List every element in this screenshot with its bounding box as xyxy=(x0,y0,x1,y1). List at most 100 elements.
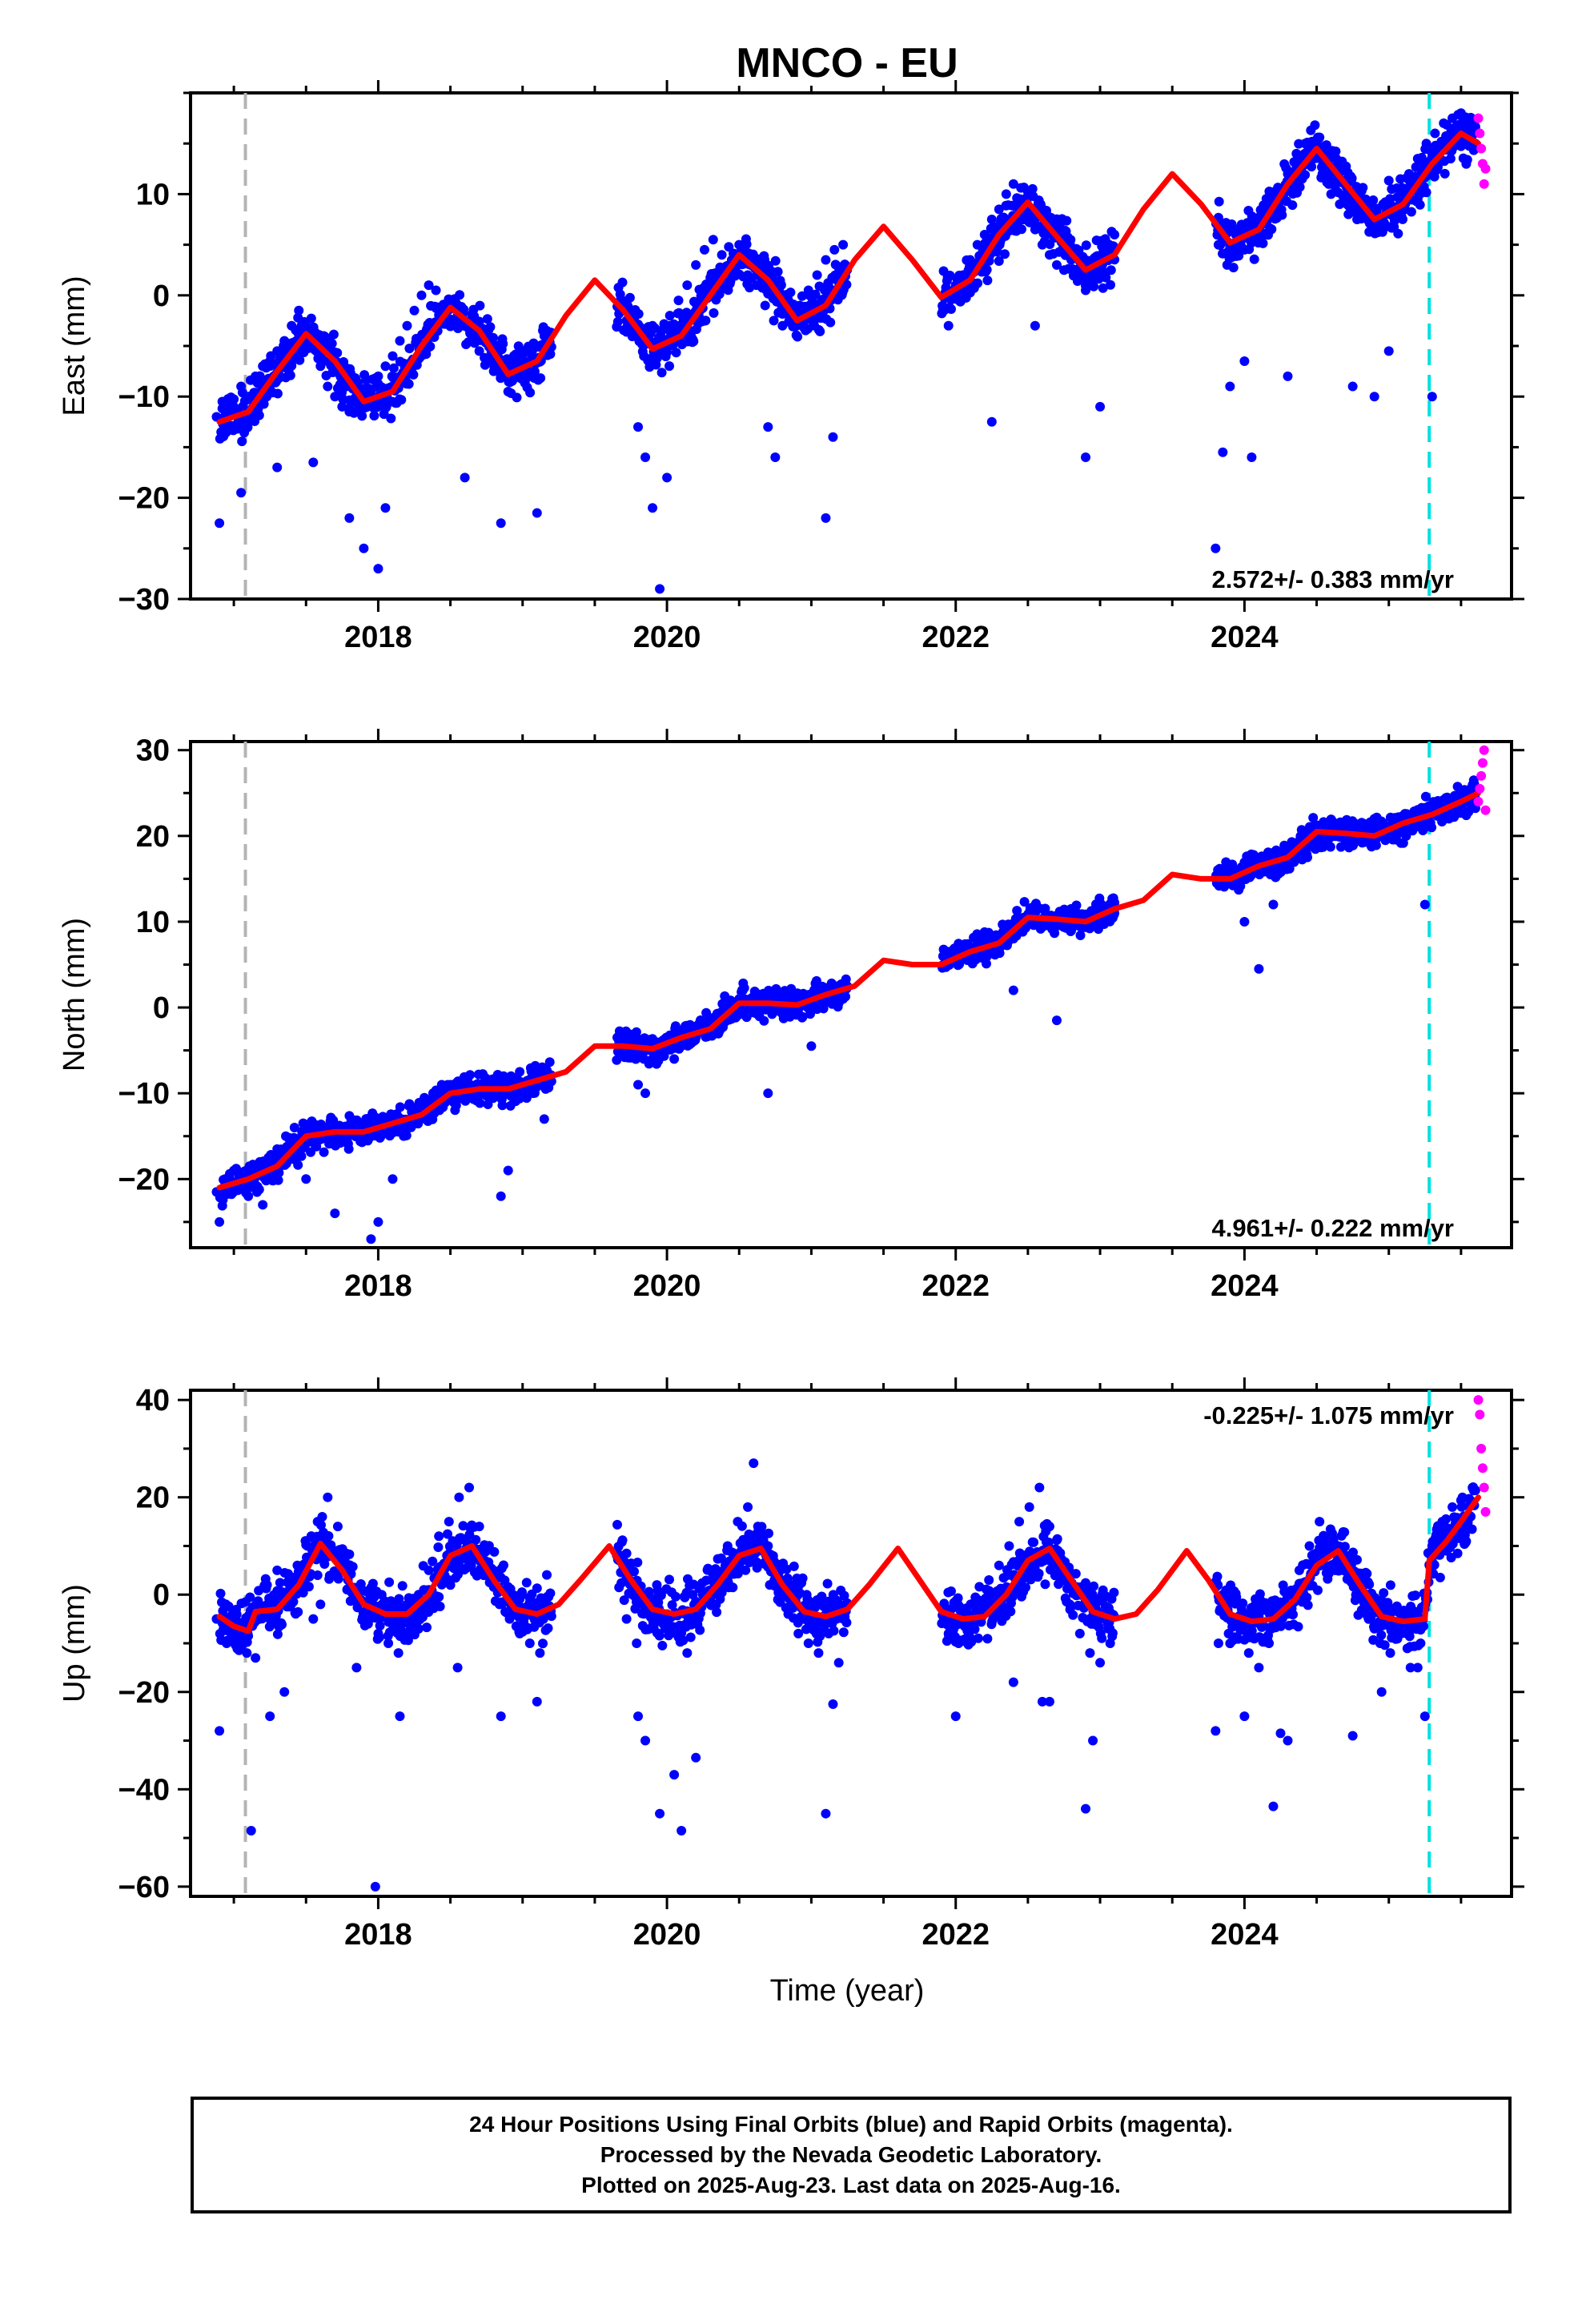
east-final-orbit-point xyxy=(1045,239,1055,249)
up-final-orbit-point xyxy=(272,1629,283,1639)
east-final-orbit-point xyxy=(1074,270,1084,280)
east-final-orbit-point xyxy=(1213,239,1223,250)
east-final-orbit-point xyxy=(332,348,343,358)
east-final-orbit-point xyxy=(986,416,997,427)
east-final-orbit-point xyxy=(1277,210,1287,220)
north-final-orbit-point xyxy=(289,1123,299,1133)
north-final-orbit-point xyxy=(263,1152,274,1163)
east-final-orbit-point xyxy=(1352,215,1363,224)
up-final-orbit-point xyxy=(517,1587,527,1598)
east-final-orbit-point xyxy=(1283,169,1293,179)
up-x-tick-label: 2024 xyxy=(1211,1918,1279,1952)
east-final-orbit-point xyxy=(482,314,492,324)
east-final-orbit-point xyxy=(416,290,427,300)
east-final-orbit-point xyxy=(287,360,297,371)
up-final-orbit-point xyxy=(435,1602,445,1611)
north-final-orbit-point xyxy=(273,1175,283,1185)
east-final-orbit-point xyxy=(308,457,319,468)
east-final-orbit-point xyxy=(776,280,786,290)
north-x-tick-label: 2020 xyxy=(633,1269,701,1303)
east-final-orbit-point xyxy=(1234,251,1244,261)
north-final-orbit-point xyxy=(786,990,797,999)
north-final-orbit-point xyxy=(506,1071,516,1081)
east-final-orbit-point xyxy=(1368,195,1379,205)
north-final-orbit-point xyxy=(229,1165,239,1176)
east-final-orbit-point xyxy=(254,410,264,420)
north-plot-frame xyxy=(189,740,1513,1249)
east-final-orbit-point xyxy=(665,361,674,372)
east-final-orbit-point xyxy=(994,256,1004,266)
up-final-orbit-point xyxy=(243,1630,254,1641)
north-final-orbit-point xyxy=(243,1191,254,1201)
east-final-orbit-point xyxy=(673,296,684,306)
north-final-orbit-point xyxy=(633,1080,644,1090)
north-final-orbit-point xyxy=(1044,921,1054,931)
east-final-orbit-point xyxy=(1387,184,1397,195)
up-final-orbit-point xyxy=(303,1582,314,1592)
east-final-orbit-point xyxy=(1058,265,1069,275)
east-final-orbit-point xyxy=(1044,250,1054,260)
east-final-orbit-point xyxy=(1295,182,1305,192)
east-final-orbit-point xyxy=(841,279,852,290)
east-final-orbit-point xyxy=(294,305,304,316)
up-final-orbit-point xyxy=(245,1592,255,1602)
east-final-orbit-point xyxy=(965,255,975,265)
up-x-tick-label: 2022 xyxy=(921,1918,990,1952)
east-final-orbit-point xyxy=(1462,155,1472,165)
up-final-orbit-point xyxy=(619,1595,629,1606)
east-final-orbit-point xyxy=(258,361,268,372)
north-final-orbit-point xyxy=(343,1144,354,1154)
north-rapid-orbit-point xyxy=(1477,758,1488,768)
north-x-tick-label: 2022 xyxy=(921,1269,990,1303)
east-final-orbit-point xyxy=(624,292,635,303)
east-final-orbit-point xyxy=(445,296,456,306)
up-final-orbit-point xyxy=(712,1607,722,1618)
east-final-orbit-point xyxy=(380,503,391,513)
east-final-orbit-point xyxy=(1300,170,1311,180)
east-final-orbit-point xyxy=(838,239,849,250)
east-final-orbit-point xyxy=(237,436,247,447)
north-final-orbit-point xyxy=(480,1076,490,1086)
north-final-orbit-point xyxy=(1325,842,1335,852)
north-rapid-orbit-point xyxy=(1480,805,1491,815)
east-final-orbit-point xyxy=(682,280,693,291)
east-final-orbit-point xyxy=(1258,238,1268,248)
north-final-orbit-point xyxy=(972,951,982,961)
north-final-orbit-point xyxy=(496,1191,506,1201)
north-final-orbit-point xyxy=(1235,881,1246,891)
east-final-orbit-point xyxy=(633,309,644,319)
up-y-tick-label: −20 xyxy=(118,1676,170,1710)
east-final-orbit-point xyxy=(387,351,398,361)
north-final-orbit-point xyxy=(1427,822,1437,833)
east-final-orbit-point xyxy=(662,472,673,483)
up-final-orbit-point xyxy=(741,1565,751,1575)
up-final-orbit-point xyxy=(433,1542,444,1552)
east-final-orbit-point xyxy=(512,392,522,403)
east-final-orbit-point xyxy=(1310,120,1320,131)
east-rapid-orbit-point xyxy=(1476,143,1487,154)
up-final-orbit-point xyxy=(797,1573,808,1583)
up-final-orbit-point xyxy=(355,1579,366,1589)
east-final-orbit-point xyxy=(825,317,836,328)
east-final-orbit-point xyxy=(982,275,993,286)
east-final-orbit-point xyxy=(994,204,1004,215)
east-final-orbit-point xyxy=(424,280,434,291)
north-final-orbit-point xyxy=(272,1144,283,1154)
north-final-orbit-point xyxy=(254,1184,264,1195)
east-final-orbit-point xyxy=(1421,187,1431,198)
up-final-orbit-point xyxy=(716,1553,726,1563)
east-final-orbit-point xyxy=(1066,235,1076,245)
north-final-orbit-point xyxy=(293,1160,303,1170)
up-x-tick-label: 2020 xyxy=(633,1918,701,1952)
east-final-orbit-point xyxy=(425,341,436,352)
north-y-tick-label: −10 xyxy=(118,1077,170,1111)
east-final-orbit-point xyxy=(1081,285,1091,296)
up-final-orbit-point xyxy=(489,1546,500,1557)
up-final-orbit-point xyxy=(422,1622,432,1633)
north-final-orbit-point xyxy=(751,1007,761,1017)
east-final-orbit-point xyxy=(973,278,983,288)
up-final-orbit-point xyxy=(953,1593,963,1603)
up-final-orbit-point xyxy=(215,1588,226,1598)
east-final-orbit-point xyxy=(1383,346,1394,356)
